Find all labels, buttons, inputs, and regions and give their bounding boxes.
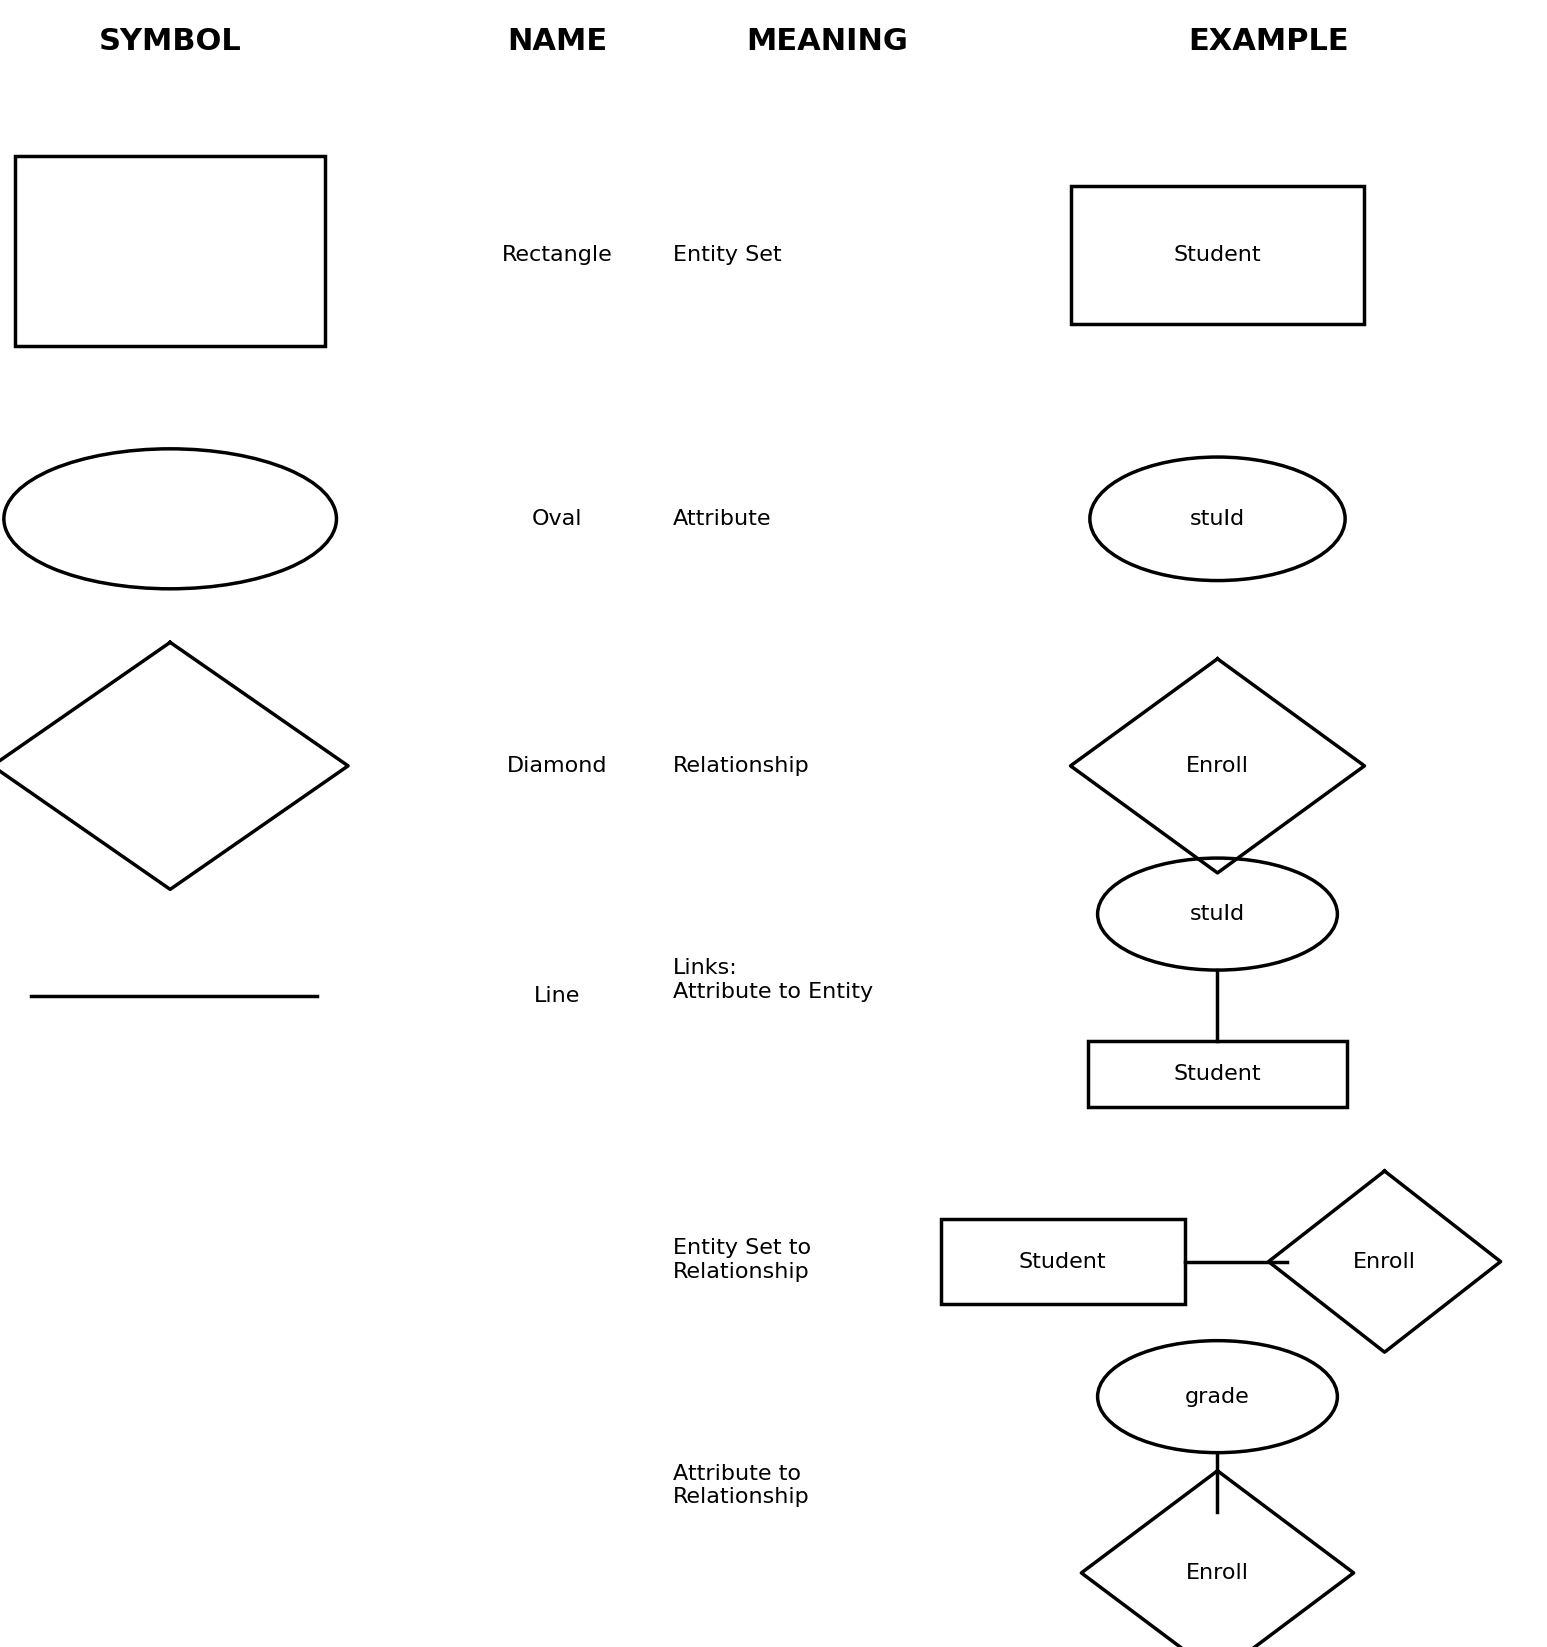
Text: Attribute: Attribute: [673, 509, 772, 529]
Text: Enroll: Enroll: [1354, 1252, 1416, 1271]
Text: Attribute to
Relationship: Attribute to Relationship: [673, 1464, 809, 1507]
Text: SYMBOL: SYMBOL: [99, 26, 241, 56]
FancyBboxPatch shape: [1088, 1041, 1347, 1107]
Text: grade: grade: [1185, 1387, 1250, 1407]
Ellipse shape: [1098, 858, 1337, 970]
Text: Enroll: Enroll: [1187, 1563, 1248, 1583]
Text: Student: Student: [1019, 1252, 1106, 1271]
Text: Student: Student: [1174, 245, 1261, 265]
Text: Entity Set: Entity Set: [673, 245, 781, 265]
Text: Enroll: Enroll: [1187, 756, 1248, 776]
Text: Entity Set to
Relationship: Entity Set to Relationship: [673, 1239, 811, 1281]
Text: Diamond: Diamond: [507, 756, 606, 776]
FancyBboxPatch shape: [1071, 186, 1364, 324]
Text: Links:
Attribute to Entity: Links: Attribute to Entity: [673, 959, 873, 1001]
Text: Rectangle: Rectangle: [501, 245, 613, 265]
FancyBboxPatch shape: [15, 156, 325, 346]
Text: EXAMPLE: EXAMPLE: [1188, 26, 1349, 56]
Text: stuId: stuId: [1190, 509, 1245, 529]
FancyBboxPatch shape: [941, 1219, 1185, 1304]
Text: Oval: Oval: [532, 509, 582, 529]
Text: MEANING: MEANING: [747, 26, 908, 56]
Text: Relationship: Relationship: [673, 756, 809, 776]
Ellipse shape: [3, 448, 336, 588]
Text: Line: Line: [534, 987, 580, 1006]
Ellipse shape: [1089, 456, 1346, 580]
Ellipse shape: [1098, 1341, 1337, 1453]
Text: Student: Student: [1174, 1064, 1261, 1084]
Text: stuId: stuId: [1190, 904, 1245, 924]
Text: NAME: NAME: [507, 26, 606, 56]
